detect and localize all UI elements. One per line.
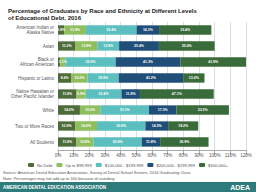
svg-text:13.9%: 13.9% — [81, 44, 92, 48]
svg-text:60%: 60% — [147, 153, 156, 158]
svg-text:35.6%: 35.6% — [182, 44, 193, 48]
svg-text:Hispanic or Latino: Hispanic or Latino — [18, 76, 55, 81]
svg-text:Up to $99,999: Up to $99,999 — [65, 163, 92, 168]
svg-text:11.2%: 11.2% — [62, 44, 73, 48]
svg-text:41.9%: 41.9% — [208, 60, 219, 64]
svg-text:13.6%: 13.6% — [189, 76, 200, 80]
svg-text:3.1%: 3.1% — [59, 60, 68, 64]
svg-text:13.9%: 13.9% — [103, 44, 114, 48]
svg-text:31.1%: 31.1% — [120, 108, 131, 112]
svg-text:14.0%: 14.0% — [64, 108, 75, 112]
svg-text:41.2%: 41.2% — [146, 76, 157, 80]
svg-text:11.8%: 11.8% — [146, 140, 157, 144]
svg-text:32.2%: 32.2% — [85, 60, 96, 64]
svg-text:22.8%: 22.8% — [99, 92, 110, 96]
svg-text:Other Pacific Islander: Other Pacific Islander — [11, 94, 55, 99]
svg-text:10%: 10% — [69, 153, 78, 158]
svg-text:33.4%: 33.4% — [180, 28, 191, 32]
svg-text:ADEA: ADEA — [230, 184, 250, 191]
svg-text:Alaska Native: Alaska Native — [26, 30, 54, 35]
svg-text:13.0%: 13.0% — [85, 108, 96, 112]
svg-text:14.0%: 14.0% — [81, 124, 92, 128]
svg-text:33.5%: 33.5% — [198, 108, 209, 112]
svg-text:5.9%: 5.9% — [77, 92, 86, 96]
svg-text:14.5%: 14.5% — [152, 124, 163, 128]
svg-text:40%: 40% — [116, 153, 125, 158]
svg-text:Native Hawaiian or: Native Hawaiian or — [16, 89, 54, 94]
svg-text:0%: 0% — [55, 153, 62, 158]
svg-text:41.3%: 41.3% — [143, 60, 154, 64]
svg-text:Percentage of Graduates by Rac: Percentage of Graduates by Race and Ethn… — [8, 8, 197, 14]
svg-text:Note: Percentages may not add: Note: Percentages may not add up to 100 … — [3, 176, 114, 181]
svg-text:$100,000 - $199,999: $100,000 - $199,999 — [105, 163, 144, 168]
svg-text:Asian: Asian — [43, 44, 55, 49]
svg-text:17.5%: 17.5% — [158, 108, 169, 112]
svg-text:70%: 70% — [163, 153, 172, 158]
svg-text:White: White — [42, 108, 54, 113]
svg-text:No Debt: No Debt — [37, 163, 53, 168]
svg-text:$300,000+: $300,000+ — [208, 163, 228, 168]
svg-text:30.8%: 30.8% — [113, 140, 124, 144]
svg-text:32.4%: 32.4% — [106, 28, 117, 32]
svg-text:120%: 120% — [240, 153, 252, 158]
svg-text:20%: 20% — [85, 153, 94, 158]
svg-text:10.2%: 10.2% — [74, 76, 85, 80]
svg-text:30.9%: 30.9% — [116, 124, 127, 128]
svg-text:Two or More Races: Two or More Races — [15, 124, 55, 129]
svg-text:19.2%: 19.2% — [178, 124, 189, 128]
svg-text:AMERICAN DENTAL EDUCATION ASSO: AMERICAN DENTAL EDUCATION ASSOCIATION — [3, 185, 106, 190]
svg-text:30%: 30% — [100, 153, 109, 158]
svg-text:100%: 100% — [209, 153, 221, 158]
svg-text:19.9%: 19.9% — [98, 76, 109, 80]
svg-text:25.4%: 25.4% — [134, 44, 145, 48]
svg-text:All Students: All Students — [30, 140, 55, 145]
svg-text:14.3%: 14.3% — [143, 28, 154, 32]
svg-text:$200,000 - $299,999: $200,000 - $299,999 — [156, 163, 195, 168]
svg-text:90%: 90% — [194, 153, 203, 158]
svg-text:of Educational Debt, 2016: of Educational Debt, 2016 — [8, 15, 82, 21]
svg-text:3.9%: 3.9% — [57, 28, 66, 32]
svg-text:47.1%: 47.1% — [172, 92, 183, 96]
svg-text:50%: 50% — [132, 153, 141, 158]
svg-text:American Indian or: American Indian or — [16, 25, 54, 30]
svg-text:Black or: Black or — [38, 57, 55, 62]
svg-text:10.9%: 10.9% — [62, 124, 73, 128]
svg-text:10.8%: 10.8% — [80, 140, 91, 144]
svg-text:80%: 80% — [179, 153, 188, 158]
svg-text:11.8%: 11.8% — [62, 92, 73, 96]
svg-text:Source: American Dental Educat: Source: American Dental Education Associ… — [3, 170, 190, 175]
svg-text:30.9%: 30.9% — [179, 140, 190, 144]
svg-text:8.6%: 8.6% — [61, 76, 70, 80]
svg-text:11.8%: 11.8% — [126, 92, 137, 96]
svg-text:African American: African American — [20, 62, 55, 67]
svg-text:110%: 110% — [225, 153, 236, 158]
svg-text:13.9%: 13.9% — [70, 28, 81, 32]
svg-text:11.8%: 11.8% — [62, 140, 73, 144]
